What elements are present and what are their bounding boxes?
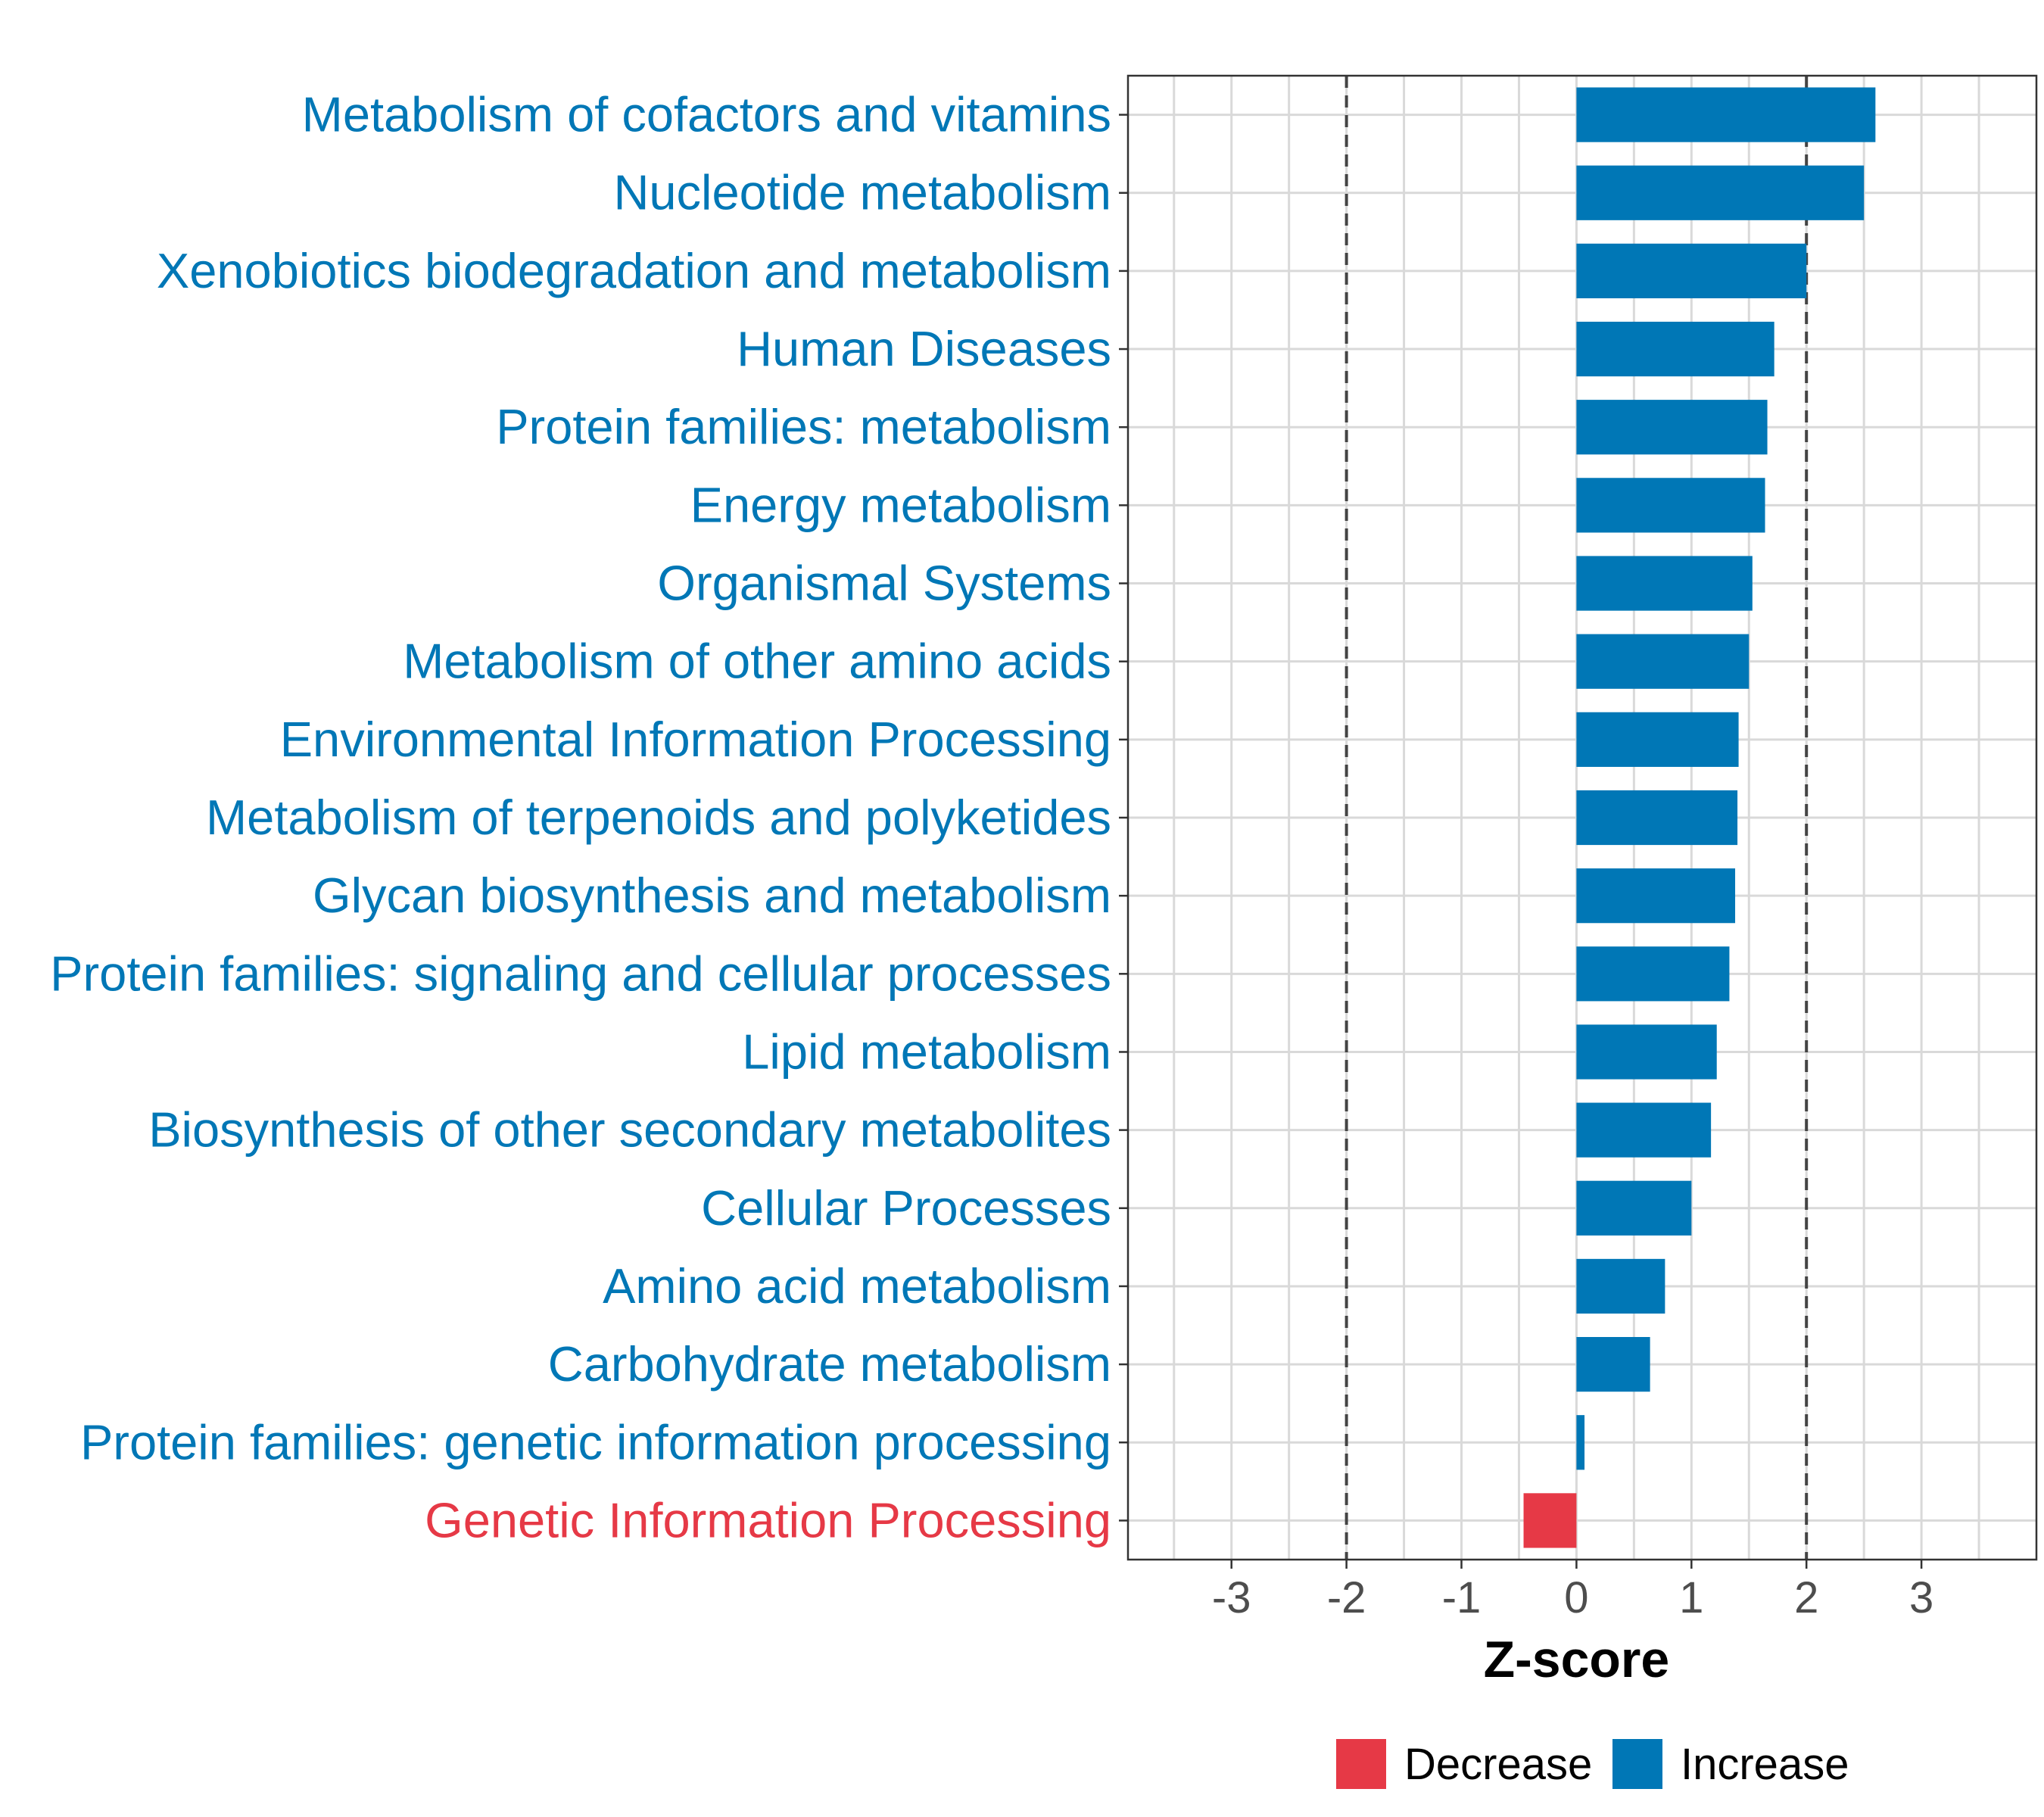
category-label: Energy metabolism (690, 477, 1111, 532)
category-label: Cellular Processes (701, 1180, 1111, 1236)
y-axis-ticks (1119, 114, 1128, 1522)
category-label: Carbohydrate metabolism (548, 1336, 1111, 1392)
legend-swatch-increase (1612, 1739, 1662, 1789)
bar-increase (1576, 165, 1865, 220)
x-tick-label: -1 (1442, 1573, 1482, 1622)
bar-increase (1576, 868, 1736, 924)
bar-increase (1576, 712, 1739, 767)
category-label: Human Diseases (737, 321, 1111, 376)
category-label: Genetic Information Processing (425, 1492, 1111, 1547)
x-tick-labels: -3 -2 -1 0 1 2 3 (1212, 1573, 1933, 1622)
legend-label-increase: Increase (1681, 1740, 1849, 1789)
category-label: Metabolism of terpenoids and polyketides (206, 790, 1111, 845)
bars (1523, 87, 1876, 1548)
category-label: Metabolism of other amino acids (403, 634, 1111, 689)
bar-increase (1576, 1102, 1712, 1158)
category-label: Protein families: genetic information pr… (80, 1414, 1111, 1469)
legend-label-decrease: Decrease (1404, 1740, 1592, 1789)
bar-increase (1576, 243, 1807, 298)
x-axis-ticks (1230, 1560, 1923, 1569)
bar-decrease (1523, 1493, 1577, 1548)
category-label: Metabolism of cofactors and vitamins (302, 87, 1111, 142)
category-label: Glycan biosynthesis and metabolism (313, 868, 1111, 923)
bar-increase (1576, 790, 1738, 846)
x-axis-title: Z-score (1484, 1631, 1670, 1688)
category-label: Environmental Information Processing (280, 712, 1111, 767)
bar-increase (1576, 400, 1768, 455)
bar-increase (1576, 946, 1730, 1002)
bar-increase (1576, 556, 1753, 611)
category-label: Lipid metabolism (742, 1024, 1111, 1079)
reference-lines (1344, 76, 1809, 1560)
category-label: Biosynthesis of other secondary metaboli… (148, 1102, 1111, 1158)
bar-increase (1576, 634, 1750, 689)
legend: Decrease Increase (1336, 1739, 1849, 1789)
bar-increase (1576, 1024, 1717, 1080)
x-tick-label: -2 (1327, 1573, 1366, 1622)
x-tick-label: 2 (1794, 1573, 1818, 1622)
category-label: Protein families: signaling and cellular… (50, 946, 1111, 1001)
bar-increase (1576, 1337, 1650, 1392)
bar-increase (1576, 87, 1876, 142)
bar-increase (1576, 1415, 1585, 1470)
category-labels: Metabolism of cofactors and vitamins Nucl… (50, 87, 1111, 1548)
category-label: Protein families: metabolism (496, 399, 1111, 454)
category-label: Xenobiotics biodegradation and metabolis… (157, 243, 1111, 298)
x-tick-label: 3 (1909, 1573, 1933, 1622)
x-tick-label: 0 (1564, 1573, 1588, 1622)
x-tick-label: -3 (1212, 1573, 1251, 1622)
category-label: Nucleotide metabolism (613, 165, 1111, 220)
bar-increase (1576, 1180, 1692, 1236)
bar-increase (1576, 478, 1765, 533)
x-tick-label: 1 (1679, 1573, 1703, 1622)
category-label: Amino acid metabolism (603, 1258, 1111, 1314)
legend-swatch-decrease (1336, 1739, 1386, 1789)
bar-increase (1576, 1258, 1665, 1314)
category-label: Organismal Systems (657, 556, 1111, 611)
bar-increase (1576, 321, 1774, 377)
